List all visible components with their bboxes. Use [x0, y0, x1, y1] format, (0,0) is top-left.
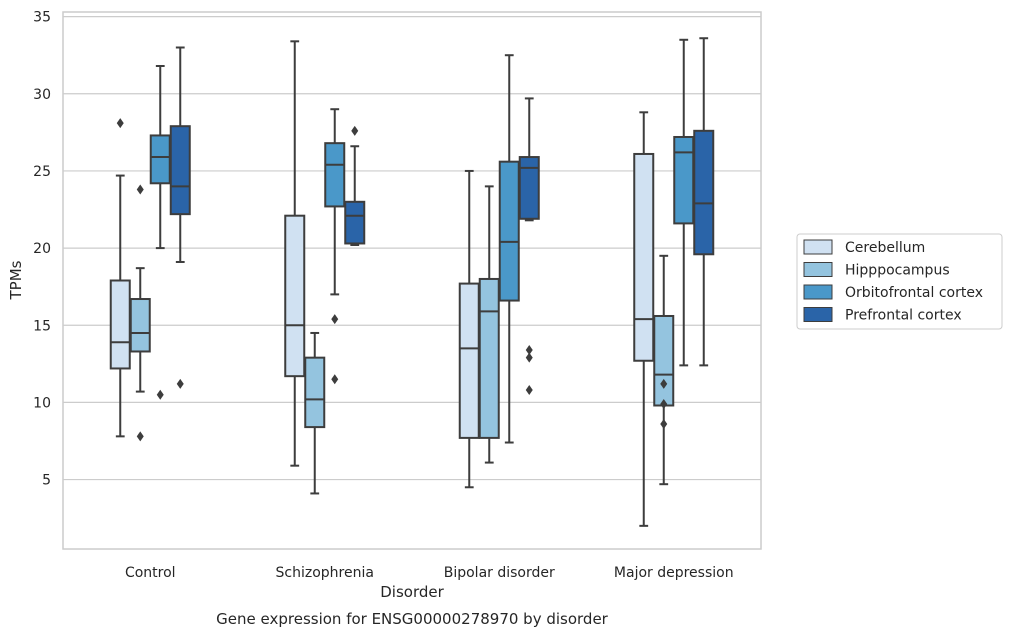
box-iqr: [169, 125, 191, 216]
legend-label: Orbitofrontal cortex: [845, 285, 983, 301]
x-tick-label: Major depression: [614, 565, 734, 581]
figure-caption: Gene expression for ENSG00000278970 by d…: [216, 610, 609, 628]
outlier-point: [156, 389, 164, 400]
x-tick-label: Schizophrenia: [276, 565, 374, 581]
box-iqr: [284, 214, 306, 378]
legend-swatch: [803, 262, 833, 277]
gridlines: [63, 16, 761, 481]
outlier-point: [136, 184, 144, 195]
x-tick-label: Control: [125, 565, 176, 581]
box-iqr: [324, 142, 346, 208]
legend-label: Prefrontal cortex: [845, 308, 962, 324]
outlier-point: [136, 431, 144, 442]
y-tick-label: 25: [33, 164, 51, 180]
legend-swatch: [803, 284, 833, 300]
y-tick-label: 15: [33, 318, 51, 334]
outlier-point: [525, 352, 533, 363]
box-hipppocampus-3: [653, 254, 675, 486]
outlier-point: [116, 118, 124, 129]
outlier-point: [176, 378, 184, 389]
box-iqr: [653, 314, 675, 407]
plot-area-frame: [62, 11, 762, 550]
legend: Cerebellum Hipppocampus Orbitofrontal cort…: [796, 233, 1003, 330]
box-iqr: [149, 134, 171, 185]
box-orbitofrontal-cortex-0: [149, 65, 171, 400]
x-axis-label: Disorder: [380, 583, 444, 601]
y-tick-label: 10: [33, 395, 51, 411]
box-cerebellum-1: [284, 40, 306, 467]
box-iqr: [518, 156, 540, 220]
box-iqr: [129, 298, 151, 353]
box-hipppocampus-1: [304, 331, 326, 495]
box-iqr: [498, 160, 520, 302]
outlier-point: [525, 344, 533, 355]
box-cerebellum-0: [109, 118, 131, 438]
legend-label: Hipppocampus: [845, 263, 950, 279]
box-iqr: [304, 356, 326, 429]
box-prefrontal-cortex-0: [169, 46, 191, 389]
y-tick-label: 30: [33, 87, 51, 103]
box-plot-marks: [109, 37, 715, 527]
box-hipppocampus-2: [478, 185, 500, 464]
box-iqr: [693, 129, 715, 256]
box-iqr: [673, 135, 695, 225]
y-tick-label: 5: [42, 473, 51, 489]
outlier-point: [525, 385, 533, 396]
legend-swatch: [803, 307, 833, 322]
outlier-point: [351, 125, 359, 136]
y-axis-label: TPMs: [7, 260, 25, 300]
x-tick-labels: Control Schizophrenia Bipolar disorder Majo…: [125, 565, 734, 581]
box-orbitofrontal-cortex-1: [324, 108, 346, 385]
legend-swatch: [803, 239, 833, 255]
legend-frame: [796, 233, 1003, 330]
box-prefrontal-cortex-1: [344, 125, 366, 247]
box-prefrontal-cortex-3: [693, 37, 715, 367]
box-orbitofrontal-cortex-2: [498, 54, 520, 444]
y-tick-labels: 5 10 15 20 25 30 35: [33, 10, 51, 489]
box-hipppocampus-0: [129, 184, 151, 442]
outlier-point: [660, 419, 668, 430]
box-iqr: [633, 152, 655, 362]
x-tick-label: Bipolar disorder: [444, 565, 555, 581]
box-cerebellum-3: [633, 111, 655, 527]
y-tick-label: 20: [33, 241, 51, 257]
box-orbitofrontal-cortex-3: [673, 38, 695, 367]
box-prefrontal-cortex-2: [518, 97, 540, 396]
box-iqr: [109, 279, 131, 370]
outlier-point: [331, 374, 339, 385]
box-iqr: [478, 277, 500, 439]
outlier-point: [660, 398, 668, 409]
outlier-point: [331, 314, 339, 325]
box-iqr: [458, 282, 480, 439]
legend-label: Cerebellum: [845, 240, 925, 256]
box-cerebellum-2: [458, 169, 480, 489]
outlier-point: [660, 378, 668, 389]
box-iqr: [344, 200, 366, 245]
y-tick-label: 35: [33, 10, 51, 26]
